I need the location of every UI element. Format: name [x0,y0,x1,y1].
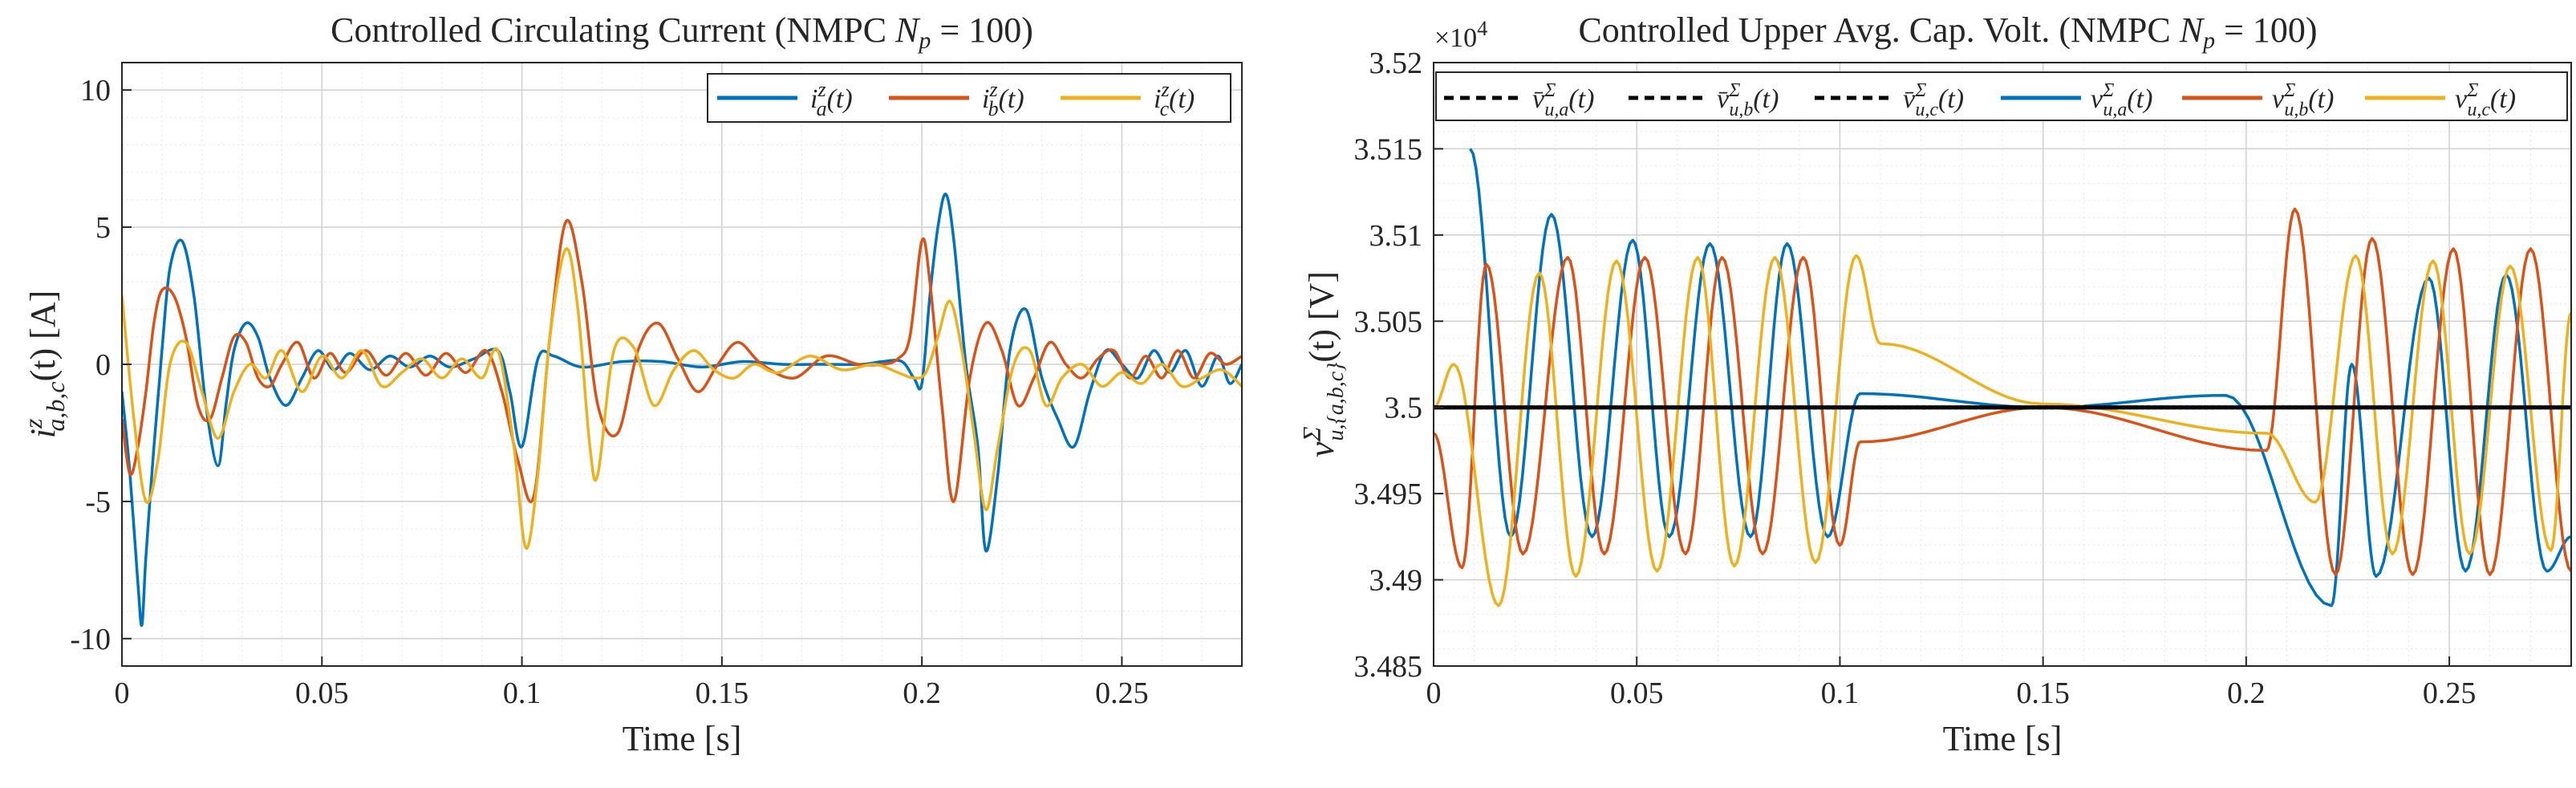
legend-label-vref-b: v̄Σ u,b(t) [1717,80,1779,120]
left-x-tick-label: 0.1 [503,676,542,710]
left-y-tick-label: 5 [95,211,111,245]
right-y-tick-label: 3.505 [1354,305,1423,339]
left-y-tick-label: 0 [95,348,111,382]
right-y-tick-label: 3.5 [1385,392,1423,425]
left-chart: Controlled Circulating Current (NMPC Np … [18,10,1243,758]
series-line-vc [1434,254,2571,607]
right-y-axis-label: vΣu,{a,b,c}(t) [V] [1297,271,1349,457]
left-series [122,193,1242,628]
series-line-vb [1434,207,2571,576]
legend-label-vref-c: v̄Σ u,c(t) [1903,80,1964,120]
right-x-tick-label: 0.25 [2423,676,2477,710]
left-legend: iz a(t) iz b(t) iz c(t) [707,73,1231,123]
right-y-tick-label: 3.485 [1354,650,1423,684]
right-y-tick-label: 3.515 [1354,132,1423,166]
right-ticks: 0 0.05 0.1 0.15 0.2 0.25 3.485 3.49 3.495 3.5 3.50… [1354,47,2477,710]
right-chart: Controlled Upper Avg. Cap. Volt. (NMPC N… [1297,10,2572,758]
left-x-tick-label: 0.15 [696,676,749,710]
right-y-tick-label: 3.52 [1369,47,1423,80]
right-plot-area [1434,63,2571,666]
left-y-tick-label: -5 [85,485,111,519]
left-ticks: 0 0.05 0.1 0.15 0.2 0.25 -10 -5 0 5 10 [70,74,1148,710]
series-line-va [1469,148,2571,607]
right-x-tick-label: 0.05 [1610,676,1664,710]
legend-label-vb: vΣ u,b(t) [2272,80,2334,120]
right-chart-title: Controlled Upper Avg. Cap. Volt. (NMPC N… [1578,10,2317,54]
right-x-tick-label: 0.2 [2227,676,2266,710]
left-y-tick-label: -10 [70,623,111,656]
right-y-tick-label: 3.51 [1369,219,1423,253]
right-x-tick-label: 0.15 [2016,676,2070,710]
right-y-tick-label: 3.495 [1354,477,1423,511]
right-legend: v̄Σ u,a(t) v̄Σ u,b(t) v̄Σ u,c(t) vΣ u,a(t) v… [1435,71,2568,121]
left-x-tick-label: 0.05 [295,676,349,710]
right-x-tick-label: 0 [1426,676,1442,710]
right-x-tick-label: 0.1 [1821,676,1860,710]
left-y-axis-label: iza,b,c(t) [A] [18,290,70,439]
left-x-tick-label: 0.2 [903,676,941,710]
right-y-exponent: ×104 [1434,17,1487,53]
legend-label-ia: iz a(t) [810,78,853,120]
right-axes-box [1433,62,2572,667]
left-x-tick-label: 0 [115,676,130,710]
legend-label-ib: iz b(t) [982,78,1024,120]
legend-label-va: vΣ u,a(t) [2091,80,2152,120]
left-chart-title: Controlled Circulating Current (NMPC Np … [331,10,1033,54]
left-y-tick-label: 10 [80,74,111,108]
right-series [1434,148,2571,607]
legend-label-ic: iz c(t) [1154,78,1195,120]
series-line-ic [122,247,1242,550]
left-x-axis-label: Time [s] [623,719,742,758]
legend-label-vref-a: v̄Σ u,a(t) [1532,80,1594,120]
right-x-axis-label: Time [s] [1943,719,2063,758]
legend-label-vc: vΣ u,c(t) [2455,80,2516,120]
left-x-tick-label: 0.25 [1095,676,1149,710]
right-y-tick-label: 3.49 [1369,564,1423,598]
series-line-ib [122,218,1242,504]
